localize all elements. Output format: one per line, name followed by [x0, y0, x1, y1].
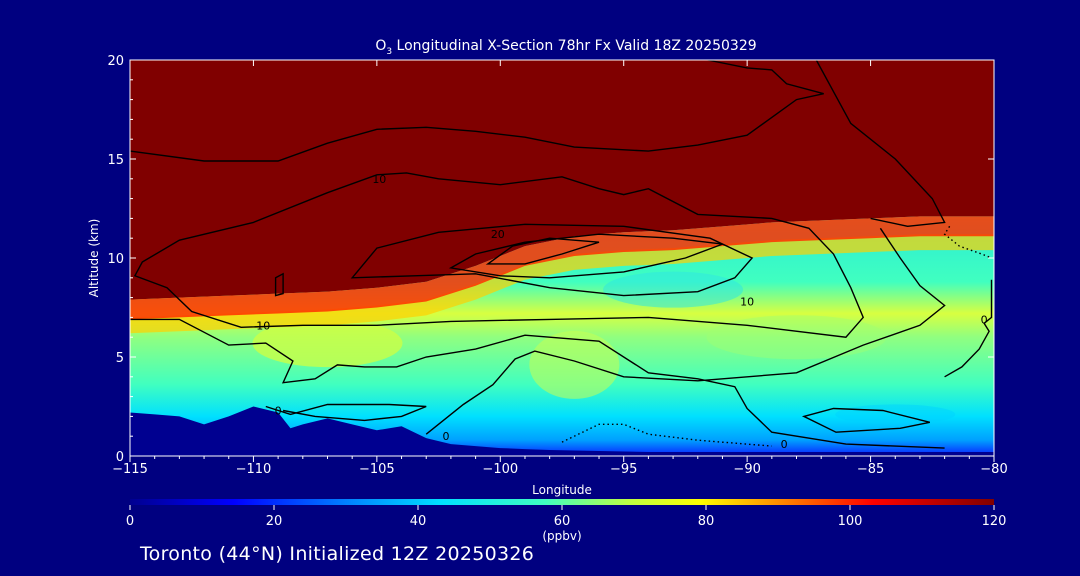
x-tick-label: −95 [610, 462, 637, 477]
run-info-caption: Toronto (44°N) Initialized 12Z 20250326 [140, 543, 535, 565]
y-tick-label: 10 [107, 252, 124, 267]
x-tick-label: −115 [112, 462, 148, 477]
x-tick-label: −85 [857, 462, 884, 477]
x-tick-label: −105 [359, 462, 395, 477]
y-tick-label: 5 [116, 351, 124, 366]
x-tick-label: −110 [236, 462, 272, 477]
contour-label: 0 [781, 438, 788, 451]
contour-label: 0 [442, 430, 449, 443]
colorbar-gradient [130, 499, 994, 505]
yellow-green-band-west [252, 319, 403, 368]
colorbar-tick-label: 40 [410, 514, 427, 529]
y-axis-label: Altitude (km) [87, 219, 101, 298]
x-axis-label: Longitude [532, 483, 592, 497]
contour-label: 10 [256, 319, 270, 332]
contour-label: 0 [275, 404, 282, 417]
x-tick-label: −90 [733, 462, 760, 477]
contour-10-outer [133, 172, 865, 338]
contour-20 [350, 223, 754, 297]
x-tick-label: −80 [980, 462, 1007, 477]
y-tick-label: 0 [116, 450, 124, 465]
contour-east [815, 60, 946, 228]
colorbar-tick-label: 20 [266, 514, 283, 529]
contour-east-edge [944, 279, 993, 378]
colorbar-unit-label: (ppbv) [542, 529, 581, 543]
contour-top-outer [130, 60, 824, 162]
colorbar-tick-label: 120 [982, 514, 1007, 529]
colorbar-tick-label: 100 [838, 514, 863, 529]
colorbar: 0 20 40 60 80 100 120 (ppbv) [126, 499, 1007, 543]
contour-label: 0 [981, 313, 988, 326]
y-tick-label: 15 [107, 153, 124, 168]
contour-low-west [265, 403, 427, 422]
contour-inner [448, 233, 723, 279]
stratospheric-ozone-region [130, 60, 994, 300]
x-tick-label: −100 [482, 462, 518, 477]
terrain-profile [130, 406, 994, 456]
colorbar-tick-label: 60 [554, 514, 571, 529]
plot-area: 10 10 20 10 0 0 0 0 [130, 60, 994, 456]
contour-east-outer [425, 227, 946, 435]
yellow-green-band-central [529, 330, 620, 399]
contour-east-bottom [801, 407, 930, 433]
ozone-contours [130, 60, 993, 449]
contour-label: 10 [372, 173, 386, 186]
contour-peak-spike [274, 272, 284, 297]
cyan-band-upper [603, 271, 744, 308]
contour-label: 10 [740, 296, 754, 309]
cyan-band-east-low [835, 404, 956, 425]
y-tick-label: 20 [107, 54, 124, 69]
colorbar-tick-label: 0 [126, 514, 134, 529]
contour-inner-core [485, 237, 600, 265]
contour-dotted-east [943, 225, 992, 259]
tropopause-gradient-edge [130, 216, 994, 320]
chart-title: O3 Longitudinal X-Section 78hr Fx Valid … [375, 38, 756, 57]
contour-mid [130, 318, 945, 449]
contour-label: 20 [491, 228, 505, 241]
colorbar-tick-label: 80 [698, 514, 715, 529]
